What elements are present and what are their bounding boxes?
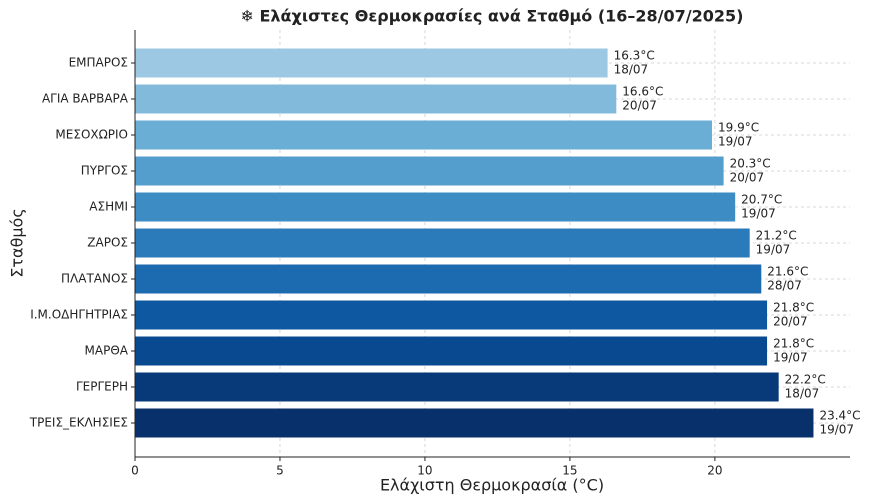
- x-tick-label: 10: [417, 464, 432, 478]
- y-tick-label: ΖΑΡΟΣ: [87, 236, 128, 250]
- y-tick-label: ΜΕΣΟΧΩΡΙΟ: [55, 128, 128, 142]
- y-tick-label: ΠΥΡΓΟΣ: [81, 164, 128, 178]
- date-label: 19/07: [819, 423, 854, 437]
- chart-title: ❄ Ελάχιστες Θερμοκρασίες ανά Σταθμό (16–…: [241, 7, 744, 26]
- date-label: 19/07: [773, 351, 808, 365]
- bar: [135, 48, 608, 78]
- x-tick-label: 20: [707, 464, 722, 478]
- bar: [135, 120, 712, 150]
- x-tick-label: 15: [562, 464, 577, 478]
- bar: [135, 228, 750, 258]
- x-tick-label: 5: [276, 464, 284, 478]
- y-tick-label: ΤΡΕΙΣ_ΕΚΛΗΣΙΕΣ: [29, 416, 128, 430]
- x-axis-label: Ελάχιστη Θερμοκρασία (°C): [380, 476, 604, 495]
- value-label: 20.3°C: [730, 157, 771, 171]
- y-axis-label: Σταθμός: [8, 208, 27, 277]
- bar: [135, 192, 736, 222]
- value-label: 16.6°C: [622, 85, 663, 99]
- value-label: 20.7°C: [741, 193, 782, 207]
- y-tick-label: ΜΑΡΘΑ: [85, 344, 129, 358]
- y-tick-label: ΓΕΡΓΕΡΗ: [76, 380, 128, 394]
- value-label: 22.2°C: [785, 373, 826, 387]
- value-label: 21.6°C: [767, 265, 808, 279]
- y-tick-label: Ι.Μ.ΟΔΗΓΗΤΡΙΑΣ: [30, 308, 128, 322]
- value-label: 16.3°C: [614, 49, 655, 63]
- y-tick-label: ΑΓΙΑ ΒΑΡΒΑΡΑ: [42, 92, 129, 106]
- value-label: 21.2°C: [756, 229, 797, 243]
- date-label: 20/07: [622, 99, 657, 113]
- date-label: 18/07: [785, 387, 820, 401]
- value-label: 23.4°C: [819, 409, 860, 423]
- y-tick-label: ΑΣΗΜΙ: [89, 200, 128, 214]
- y-tick-label: ΕΜΠΑΡΟΣ: [69, 56, 128, 70]
- bar: [135, 84, 617, 114]
- bar: [135, 408, 814, 438]
- bar: [135, 336, 768, 366]
- bar: [135, 372, 779, 402]
- date-label: 19/07: [718, 135, 753, 149]
- date-label: 20/07: [773, 315, 808, 329]
- bar: [135, 264, 762, 294]
- value-label: 21.8°C: [773, 301, 814, 315]
- bar: [135, 300, 768, 330]
- value-label: 19.9°C: [718, 121, 759, 135]
- x-tick-label: 0: [131, 464, 139, 478]
- date-label: 19/07: [756, 243, 791, 257]
- date-label: 20/07: [730, 171, 765, 185]
- y-tick-label: ΠΛΑΤΑΝΟΣ: [61, 272, 128, 286]
- bar: [135, 156, 724, 186]
- value-label: 21.8°C: [773, 337, 814, 351]
- date-label: 28/07: [767, 279, 802, 293]
- date-label: 18/07: [614, 63, 649, 77]
- date-label: 19/07: [741, 207, 776, 221]
